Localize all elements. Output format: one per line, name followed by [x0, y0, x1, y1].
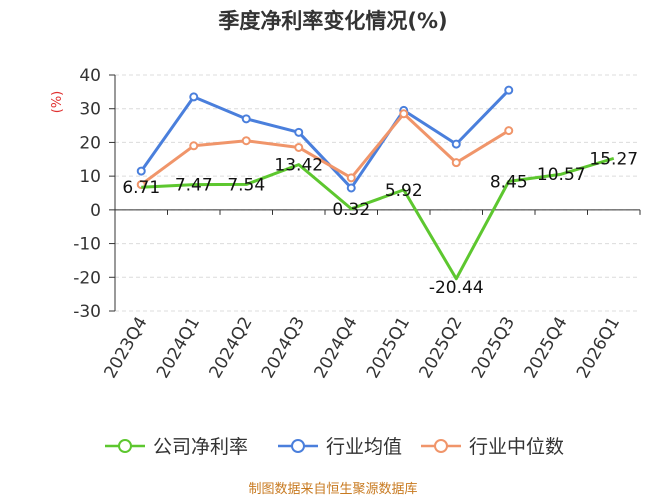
data-point [399, 109, 409, 119]
series-line [140, 89, 510, 190]
y-tick-label: -30 [73, 302, 101, 322]
data-point [189, 92, 199, 102]
data-label: 7.54 [227, 175, 265, 195]
legend-marker [291, 439, 305, 453]
legend-item-0[interactable]: 公司净利率 [105, 436, 248, 458]
x-tick-label: 2024Q1 [153, 314, 204, 382]
legend-label: 行业中位数 [469, 436, 564, 458]
y-tick-label: 10 [79, 167, 101, 187]
source-note: 制图数据来自恒生聚源数据库 [248, 481, 417, 497]
series-lines [136, 85, 615, 281]
series-line [141, 156, 615, 281]
data-label: 8.45 [490, 172, 528, 192]
y-tick-label: -20 [73, 268, 101, 288]
data-label: 10.57 [537, 165, 586, 185]
y-tick-label: 30 [79, 100, 101, 120]
data-label: 5.92 [385, 181, 423, 201]
data-point [451, 139, 461, 149]
series-2 [136, 109, 514, 190]
data-point [189, 141, 199, 151]
x-tick-label: 2026Q1 [573, 314, 624, 382]
x-tick-label: 2025Q1 [363, 314, 414, 382]
series-1 [136, 85, 514, 193]
chart-title: 季度净利率变化情况(%) [218, 9, 447, 33]
data-label: 0.32 [332, 200, 370, 220]
axes [114, 75, 641, 311]
x-tick-label: 2025Q4 [521, 314, 572, 382]
y-tick-label: 0 [90, 201, 101, 221]
legend[interactable]: 公司净利率 行业均值 行业中位数 [105, 436, 564, 458]
data-point [294, 142, 304, 152]
legend-item-2[interactable]: 行业中位数 [421, 436, 564, 458]
y-tick-label: -10 [73, 235, 101, 255]
y-tick-labels: 40 30 20 10 0 -10 -20 -30 [73, 66, 101, 322]
x-tick-label: 2025Q3 [468, 314, 519, 382]
series-line [140, 112, 510, 186]
legend-marker [118, 439, 132, 453]
data-point [346, 183, 356, 193]
data-label: 13.42 [274, 156, 323, 176]
data-point [451, 158, 461, 168]
y-tick-label: 40 [79, 66, 101, 86]
x-tick-labels: 2023Q4 2024Q1 2024Q2 2024Q3 2024Q4 2025Q1 2025… [101, 314, 625, 382]
data-point [136, 166, 146, 176]
data-point [241, 136, 251, 146]
legend-label: 公司净利率 [153, 436, 248, 458]
x-tick-label: 2024Q3 [258, 314, 309, 382]
data-point [504, 85, 514, 95]
legend-label: 行业均值 [326, 436, 402, 458]
x-tick-label: 2025Q2 [416, 314, 467, 382]
legend-marker [434, 439, 448, 453]
y-axis-label: (%) [50, 91, 65, 114]
data-label: 7.47 [175, 176, 213, 196]
data-labels: 6.71 7.47 7.54 13.42 0.32 5.92 -20.44 8.45 10.57… [122, 149, 638, 297]
y-tick-label: 20 [79, 133, 101, 153]
x-tick-label: 2023Q4 [101, 314, 152, 382]
data-point [241, 114, 251, 124]
data-label: -20.44 [429, 278, 484, 298]
legend-item-1[interactable]: 行业均值 [278, 436, 402, 458]
data-point [294, 127, 304, 137]
data-label: 15.27 [589, 149, 638, 169]
data-point [346, 173, 356, 183]
data-point [504, 126, 514, 136]
x-tick-label: 2024Q4 [311, 314, 362, 382]
data-label: 6.71 [122, 178, 160, 198]
x-tick-label: 2024Q2 [206, 314, 257, 382]
series-0 [141, 156, 615, 281]
